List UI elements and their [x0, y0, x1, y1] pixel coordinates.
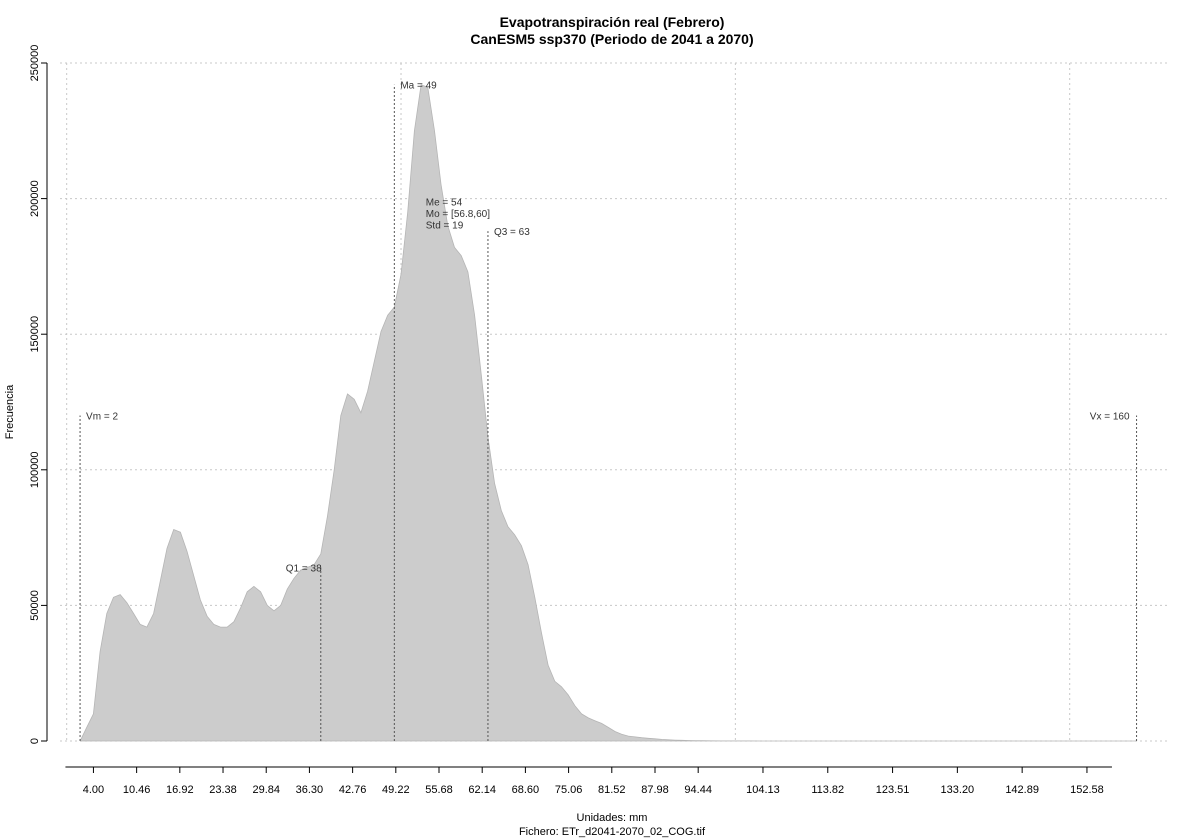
stats-annotation-line: Me = 54: [426, 197, 463, 208]
x-tick-label: 49.22: [382, 784, 410, 796]
x-tick-label: 36.30: [296, 784, 324, 796]
marker-label: Q1 = 38: [286, 563, 322, 574]
marker-label: Vm = 2: [86, 412, 118, 423]
chart-title: Evapotranspiración real (Febrero): [500, 14, 725, 30]
x-tick-label: 68.60: [512, 784, 540, 796]
x-tick-label: 81.52: [598, 784, 626, 796]
x-tick-label: 133.20: [941, 784, 975, 796]
x-tick-label: 87.98: [641, 784, 669, 796]
x-tick-label: 10.46: [123, 784, 151, 796]
x-axis-label: Unidades: mm: [577, 812, 648, 824]
y-tick-label: 0: [29, 738, 41, 744]
x-tick-label: 16.92: [166, 784, 194, 796]
stats-annotation-line: Mo = [56.8,60]: [426, 209, 490, 220]
x-tick-label: 55.68: [425, 784, 453, 796]
y-tick-label: 100000: [29, 451, 41, 488]
x-tick-label: 123.51: [876, 784, 910, 796]
x-tick-label: 113.82: [811, 784, 844, 796]
x-tick-label: 75.06: [555, 784, 583, 796]
stats-annotation-line: Std = 19: [426, 220, 464, 231]
x-tick-label: 23.38: [209, 784, 237, 796]
x-tick-label: 4.00: [83, 784, 104, 796]
x-tick-label: 94.44: [684, 784, 712, 796]
file-footer: Fichero: ETr_d2041-2070_02_COG.tif: [519, 826, 706, 838]
y-tick-label: 50000: [29, 590, 41, 621]
y-axis-label: Frecuencia: [4, 384, 16, 439]
marker-label: Ma = 49: [400, 81, 437, 92]
frequency-area: [79, 84, 1137, 742]
marker-layer: Vm = 2 Q1 = 38 Ma = 49 Q3 = 63 Vx = 160 Me = …: [79, 81, 1138, 741]
x-tick-label: 104.13: [746, 784, 780, 796]
chart-subtitle: CanESM5 ssp370 (Periodo de 2041 a 2070): [470, 31, 753, 47]
y-tick-label: 200000: [29, 180, 41, 217]
marker-label: Q3 = 63: [494, 227, 530, 238]
x-tick-label: 152.58: [1070, 784, 1104, 796]
y-tick-label: 250000: [29, 45, 41, 82]
x-tick-label: 29.84: [252, 784, 280, 796]
area-layer: [79, 84, 1137, 742]
axis-layer: 0 50000 100000 150000 200000 250000 4.00 10.46 1…: [29, 45, 1112, 796]
x-tick-label: 42.76: [339, 784, 367, 796]
x-tick-label: 62.14: [468, 784, 496, 796]
marker-label: Vx = 160: [1090, 412, 1130, 423]
x-tick-label: 142.89: [1005, 784, 1039, 796]
y-tick-label: 150000: [29, 316, 41, 353]
